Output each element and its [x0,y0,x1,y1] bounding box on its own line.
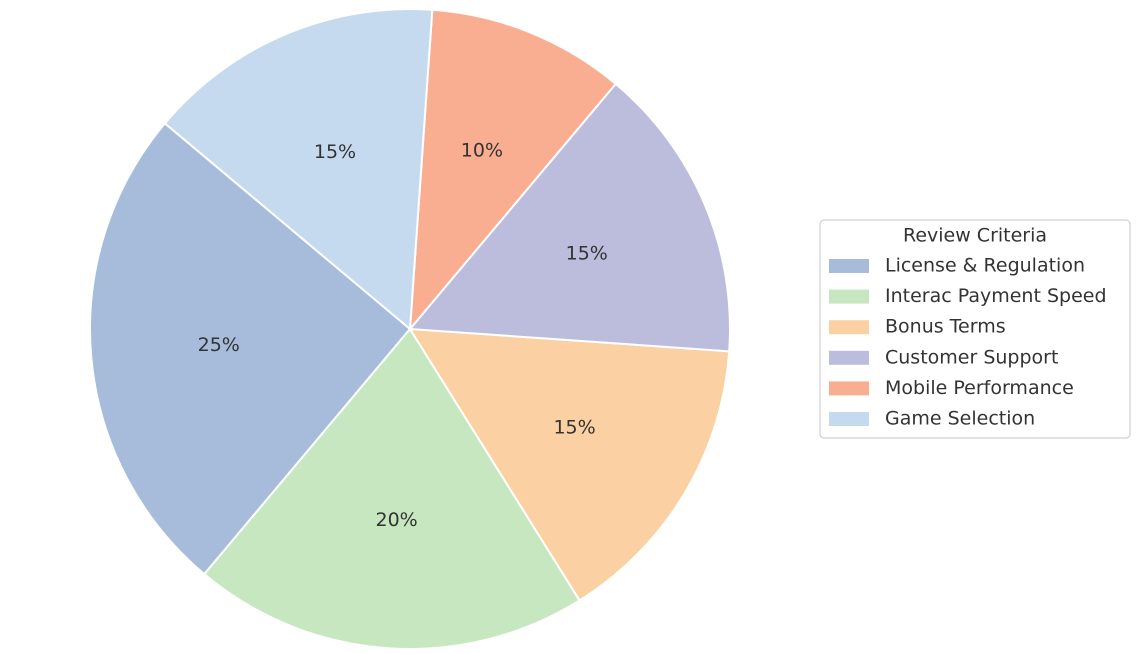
legend-swatch [829,350,869,365]
legend-label: Customer Support [885,346,1058,368]
legend-label: Mobile Performance [885,377,1074,399]
legend-swatch [829,259,869,273]
pie-wedge [202,327,581,650]
wedge-label: 15% [566,242,608,264]
pie-wedge [163,8,434,332]
legend-label: Interac Payment Speed [885,285,1107,307]
legend-label: License & Regulation [885,255,1085,277]
legend: Review Criteria License & Regulation Inte… [819,219,1131,439]
legend-swatch [829,381,869,396]
wedge-label: 15% [553,416,595,438]
legend-frame [819,219,1131,439]
pie: 25% 20% 15% 15% 10% 15% [89,8,731,650]
legend-label: Game Selection [885,408,1035,430]
wedge-label: 15% [314,141,356,163]
legend-title: Review Criteria [903,225,1047,247]
pie-wedge [408,327,731,602]
legend-swatch [829,289,869,304]
pie-wedge [407,82,731,353]
pie-wedge [89,121,412,576]
wedge-label: 10% [461,139,503,161]
legend-swatch [829,320,869,335]
pie-wedge [408,8,618,333]
wedge-label: 20% [375,509,417,531]
wedge-label: 25% [198,334,240,356]
legend-label: Bonus Terms [885,316,1006,338]
legend-swatch [829,412,869,426]
